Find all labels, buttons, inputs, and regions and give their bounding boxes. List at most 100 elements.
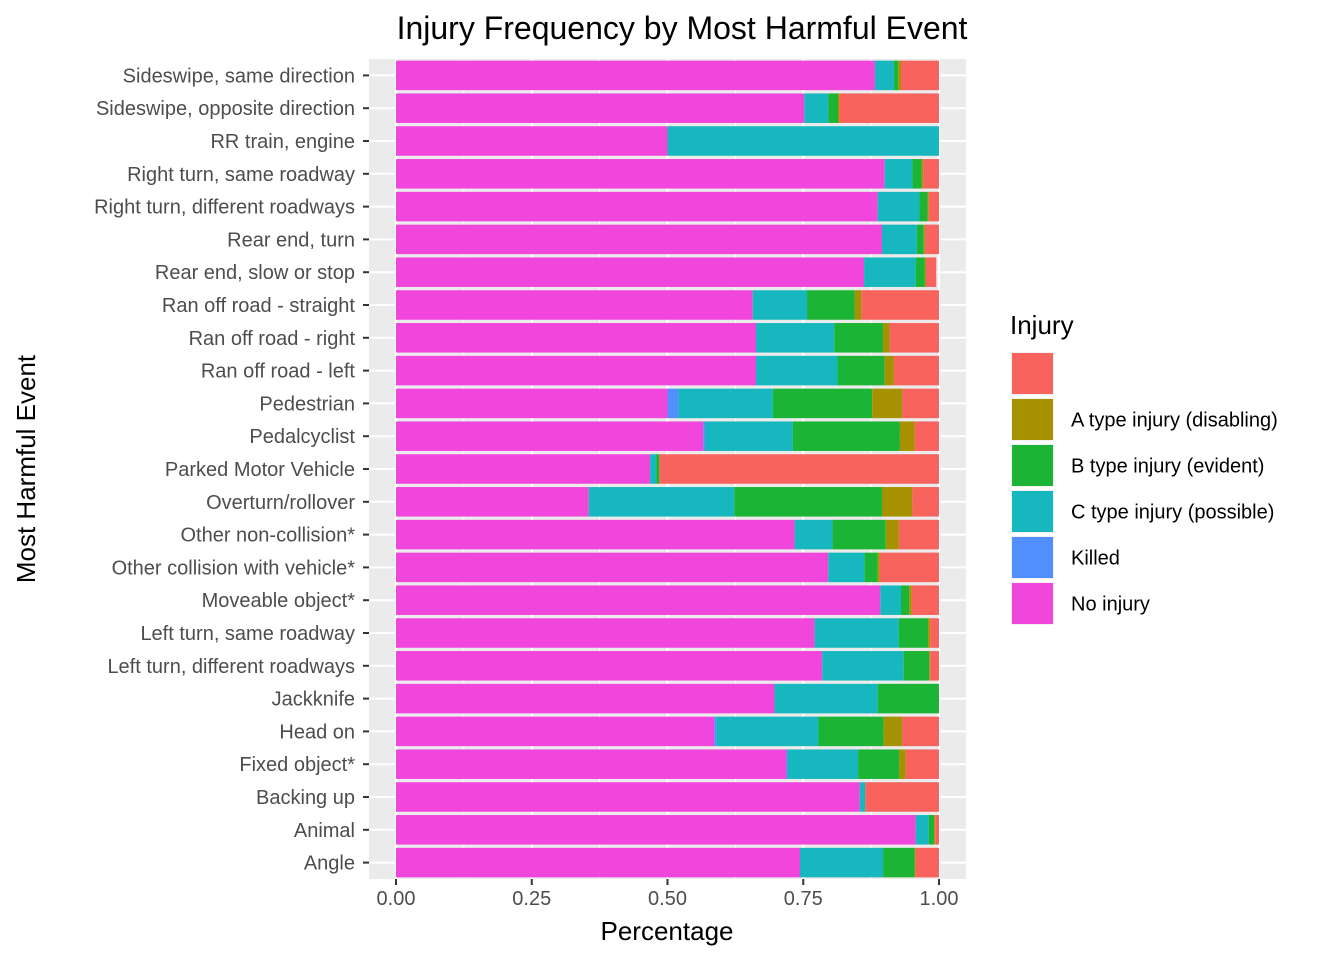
bar-segment: Fixed object* — C type injury (possible)… (787, 749, 859, 779)
bar-segment: Sideswipe, same direction — C type injur… (874, 60, 894, 91)
bar-segment: RR train, engine — No injury: 0.5 (396, 126, 668, 156)
bar-segment: Other non-collision* — A type injury (di… (885, 519, 899, 550)
legend-key (1012, 583, 1053, 624)
y-tick-label: RR train, engine (210, 131, 355, 153)
legend-label: C type injury (possible) (1071, 502, 1274, 524)
bar-segment: Pedestrian — Killed: 0.02 (667, 388, 679, 419)
bar-segment: Sideswipe, same direction — A type injur… (898, 60, 901, 91)
bar-segment: Angle — No injury: 0.744 (396, 847, 800, 878)
bar-segment: Left turn, same roadway — No injury: 0.7… (396, 618, 815, 648)
bar-segment: Ran off road - straight — (blank): 0.143 (861, 290, 939, 320)
y-tick-label: Rear end, slow or stop (155, 262, 355, 284)
bar-segment: Jackknife — No injury: 0.697 (396, 683, 775, 714)
bar-segment: Other collision with vehicle* — No injur… (396, 552, 829, 583)
bar-segment: Pedestrian — B type injury (evident): 0.… (772, 388, 873, 419)
bar-segment: Pedalcyclist — A type injury (disabling)… (899, 421, 915, 451)
bar-segment: Pedestrian — C type injury (possible): 0… (678, 388, 773, 419)
bar-segment: Ran off road - left — C type injury (pos… (756, 355, 838, 386)
bar-segment: Rear end, slow or stop — A type injury (… (924, 257, 926, 287)
bar-segment: Left turn, same roadway — (blank): 0.016 (930, 618, 939, 648)
bar-segment: Other non-collision* — (blank): 0.074 (898, 519, 939, 550)
bar-segment: Angle — B type injury (evident): 0.058 (883, 847, 915, 878)
y-tick-label: Backing up (256, 787, 355, 809)
bar-segment: Ran off road - left — (blank): 0.083 (893, 355, 939, 386)
bar-segment: Ran off road - right — No injury: 0.663 (396, 323, 757, 353)
legend-label: Killed (1071, 548, 1120, 570)
bar-segment: Ran off road - right — (blank): 0.091 (889, 323, 939, 353)
bar-segment: Overturn/rollover — C type injury (possi… (588, 487, 735, 517)
bar-segment: Rear end, turn — B type injury (evident)… (916, 224, 924, 255)
bar-segment: Ran off road - left — A type injury (dis… (884, 355, 894, 386)
x-tick-label: 0.75 (784, 888, 823, 910)
bar-segment: Fixed object* — No injury: 0.719 (396, 749, 787, 779)
y-tick-label: Jackknife (272, 689, 355, 711)
bar-segment: Moveable object* — No injury: 0.892 (396, 585, 881, 615)
bar-segment: Overturn/rollover — B type injury (evide… (734, 487, 882, 517)
bar-segment: Head on — A type injury (disabling): 0.0… (883, 716, 903, 747)
y-tick-label: Other collision with vehicle* (112, 557, 356, 579)
bar-segment: Right turn, same roadway — A type injury… (921, 159, 924, 189)
bar-segment: RR train, engine — C type injury (possib… (667, 126, 939, 156)
bar-segment: Backing up — No injury: 0.854 (396, 782, 860, 812)
bar-segment: Backing up — (blank): 0.136 (865, 782, 939, 812)
bar-segment: Jackknife — C type injury (possible): 0.… (774, 683, 878, 714)
y-tick-label: Ran off road - right (189, 328, 356, 350)
y-tick-label: Pedalcyclist (249, 426, 355, 448)
y-axis: Sideswipe, same direction Sideswipe, oppo… (94, 65, 369, 875)
bar-segment: Fixed object* — A type injury (disabling… (899, 749, 906, 779)
bar-segment: Jackknife — B type injury (evident): 0.1… (877, 683, 939, 714)
legend-key (1012, 537, 1053, 578)
x-axis-title: Percentage (601, 916, 734, 946)
bar-segment: Pedalcyclist — C type injury (possible):… (704, 421, 793, 451)
bar-segment: Pedestrian — A type injury (disabling): … (872, 388, 903, 419)
bar-segment: Overturn/rollover — No injury: 0.355 (396, 487, 589, 517)
x-tick-label: 0.25 (512, 888, 551, 910)
y-tick-label: Rear end, turn (227, 229, 355, 251)
bar-segment: Other non-collision* — C type injury (po… (794, 519, 833, 550)
bar-segment: Ran off road - straight — B type injury … (807, 290, 855, 320)
bar-segment: Other collision with vehicle* — A type i… (877, 552, 880, 583)
bar-segment: Animal — B type injury (evident): 0.01 (928, 815, 935, 845)
y-tick-label: Moveable object* (202, 590, 356, 612)
bar-segment: Left turn, different roadways — A type i… (929, 651, 931, 681)
bar-segment: Sideswipe, opposite direction — No injur… (396, 93, 805, 123)
y-tick-label: Sideswipe, same direction (123, 65, 355, 87)
bar-segment: Other collision with vehicle* — (blank):… (879, 552, 939, 583)
y-tick-label: Ran off road - left (201, 361, 356, 383)
bar-segment: Head on — Killed: 0.004 (714, 716, 717, 747)
legend-key (1012, 491, 1053, 532)
bar-segment: Moveable object* — B type injury (eviden… (900, 585, 910, 615)
legend-key (1012, 445, 1053, 486)
bar-segment: Left turn, different roadways — (blank):… (930, 651, 939, 681)
y-tick-label: Right turn, same roadway (127, 164, 355, 186)
bar-segment: Sideswipe, opposite direction — A type i… (838, 93, 840, 123)
y-tick-label: Animal (294, 820, 355, 842)
bar-segment: Ran off road - right — C type injury (po… (756, 323, 835, 353)
bar-segment: Fixed object* — (blank): 0.061 (905, 749, 939, 779)
legend-title: Injury (1010, 310, 1074, 340)
bar-segment: Animal — (blank): 0.007 (935, 815, 939, 845)
bar-segment: Head on — B type injury (evident): 0.12 (818, 716, 884, 747)
legend: Injury A type injury (disabling) B type i… (1010, 310, 1278, 625)
bar-segment: Animal — C type injury (possible): 0.024 (915, 815, 929, 845)
bar-segment: Angle — A type injury (disabling): 0.002 (914, 847, 916, 878)
bar-segment: Angle — C type injury (possible): 0.153 (799, 847, 884, 878)
bar-segment: Head on — (blank): 0.068 (902, 716, 939, 747)
bar-segment: Parked Motor Vehicle — C type injury (po… (650, 454, 657, 484)
legend-label: B type injury (evident) (1071, 456, 1264, 478)
bar-segment: Head on — No injury: 0.586 (396, 716, 715, 747)
bar-segment: Parked Motor Vehicle — B type injury (ev… (656, 454, 660, 484)
bar-segment: Sideswipe, opposite direction — C type i… (804, 93, 829, 123)
bar-segment: Pedalcyclist — B type injury (evident): … (792, 421, 900, 451)
bar-segment: Sideswipe, opposite direction — B type i… (828, 93, 839, 123)
bar-segment: Moveable object* — (blank): 0.05 (911, 585, 939, 615)
bar-segment: Sideswipe, opposite direction — (blank):… (839, 93, 939, 123)
bar-segment: Rear end, slow or stop — (blank): 0.019 (925, 257, 937, 287)
x-tick-label: 0.00 (377, 888, 416, 910)
bar-segment: Ran off road - left — B type injury (evi… (837, 355, 885, 386)
legend-key (1012, 399, 1053, 440)
x-axis: 0.00 0.25 0.50 0.75 1.00 (377, 879, 958, 910)
bar-segment: Ran off road - left — No injury: 0.663 (396, 355, 757, 386)
bar-segment: Left turn, same roadway — A type injury … (928, 618, 931, 648)
bar-segment: Ran off road - straight — No injury: 0.6… (396, 290, 753, 320)
